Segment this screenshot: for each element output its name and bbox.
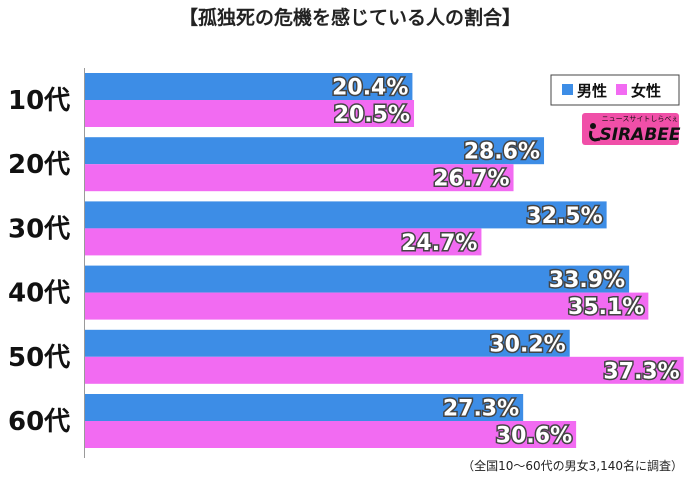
sirabee-logo: ニュースサイトしらべぇ SIRABEE [582,113,681,145]
category-label: 60代 [8,407,70,437]
legend-label-female: 女性 [631,82,661,100]
value-label-female: 26.7% [433,167,509,192]
value-label-male: 27.3% [443,397,519,422]
value-label-female: 30.6% [496,424,572,449]
logo-background [582,113,679,145]
legend: 男性 女性 [550,74,680,106]
bar-female [85,100,415,127]
value-label-female: 20.5% [334,103,410,128]
bar-male [85,265,630,293]
legend-swatch-male [562,84,573,95]
legend-label-male: 男性 [577,82,607,100]
bar-female [85,228,482,256]
logo-swoosh-icon [589,130,601,142]
category-label: 10代 [8,86,70,116]
survey-note: （全国10～60代の男女3,140名に調査） [462,458,683,473]
bar-female [85,356,684,384]
value-label-male: 32.5% [526,204,602,229]
value-label-female: 35.1% [568,295,644,320]
chart-title: 【孤独死の危機を感じている人の割合】 [179,6,521,29]
value-label-male: 28.6% [464,140,540,165]
logo-mark-icon [590,123,596,129]
bar-male [85,329,570,357]
bar-male [85,394,524,421]
logo-wordmark: SIRABEE [600,125,681,145]
category-label: 20代 [8,150,70,180]
bar-female [85,292,649,320]
category-label: 50代 [8,343,70,373]
category-label: 30代 [8,214,70,244]
bar-male [85,137,545,165]
value-label-male: 20.4% [332,76,408,101]
bar-female [85,421,577,448]
category-label: 40代 [8,279,70,309]
value-label-female: 24.7% [401,231,477,256]
bar-male [85,73,413,100]
value-label-female: 37.3% [603,359,679,384]
value-label-male: 33.9% [549,268,625,293]
bar-female [85,164,514,192]
bar-male [85,201,607,229]
logo-subtitle: ニュースサイトしらべぇ [602,115,679,123]
value-label-male: 30.2% [489,332,565,357]
bars-group: 10代 20.4%20.5% 20代 28.6%26.7% 30代 32.5% 24.7% 4… [8,73,684,450]
legend-swatch-female [616,84,627,95]
